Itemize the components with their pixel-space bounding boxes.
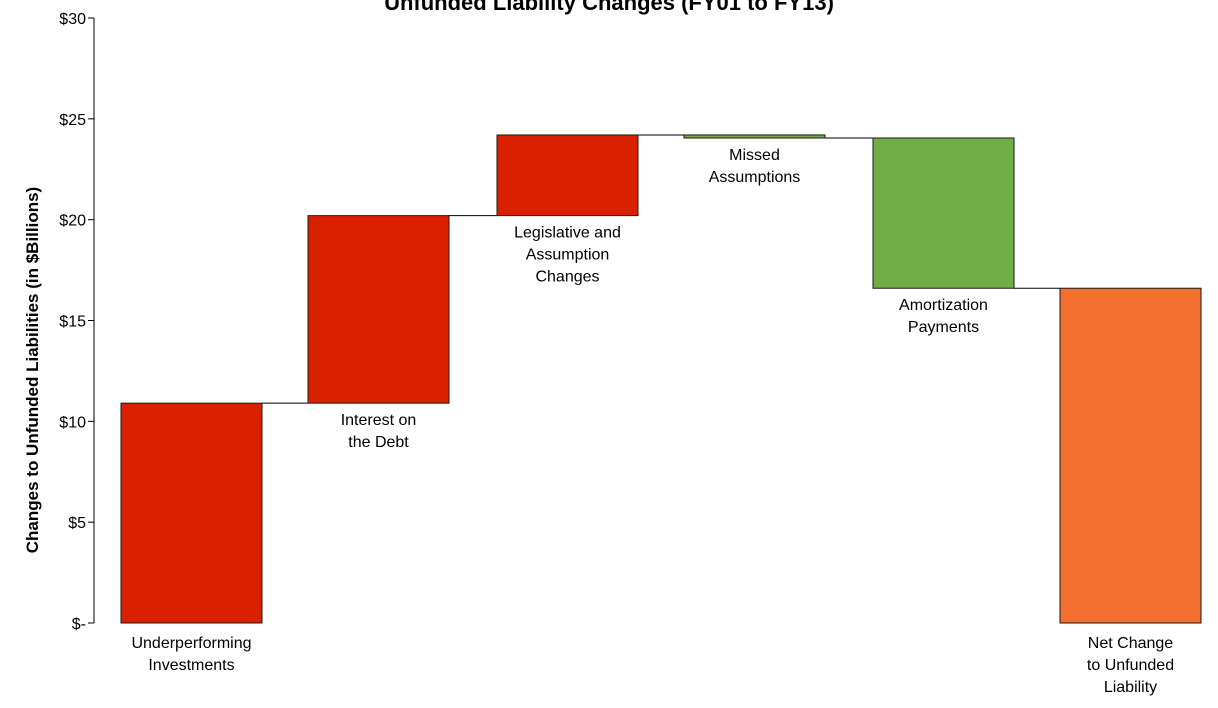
y-tick-label: $5: [68, 515, 86, 532]
category-labels: Underperforming Investments Interest on the…: [131, 147, 1174, 696]
connector-lines: [262, 134, 1060, 404]
bar-5: [872, 137, 1015, 289]
bar-1: [120, 402, 263, 624]
y-tick-label: $30: [59, 11, 86, 28]
bars: [120, 134, 1202, 624]
y-tick-label: $10: [59, 414, 86, 431]
y-tick-label: $-: [72, 616, 86, 633]
category-label: Underperforming Investments: [131, 635, 251, 674]
bar-3: [496, 134, 639, 217]
y-tick-label: $20: [59, 213, 86, 230]
category-label: Interest on the Debt: [341, 412, 417, 451]
category-label: Amortization Payments: [899, 297, 988, 336]
y-tick-label: $15: [59, 314, 86, 331]
y-tick-label: $25: [59, 112, 86, 129]
bar-4: [683, 134, 826, 139]
category-label: Missed Assumptions: [709, 147, 801, 186]
category-label: Net Change to Unfunded Liability: [1087, 635, 1174, 696]
category-label: Legislative and Assumption Changes: [514, 225, 621, 286]
y-axis-label: Changes to Unfunded Liabilities (in $Bil…: [23, 187, 42, 553]
chart-title: Unfunded Liability Changes (FY01 to FY13…: [384, 0, 834, 15]
axes: $- $5 $10 $15 $20 $25 $30: [59, 11, 95, 633]
bar-6: [1059, 287, 1202, 624]
bar-2: [307, 215, 450, 404]
